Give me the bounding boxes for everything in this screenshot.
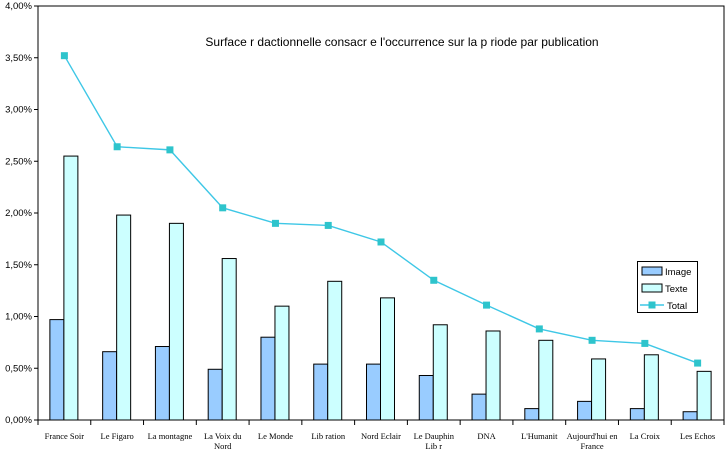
total-marker-8 (483, 301, 491, 309)
total-marker-4 (271, 219, 279, 227)
bar-texte-1 (116, 214, 132, 421)
bar-image-0 (49, 319, 65, 421)
x-category-label: France (581, 441, 604, 451)
y-tick-label: 0,50% (5, 363, 32, 374)
bar-texte-7 (432, 324, 448, 421)
bar-image-5 (313, 363, 329, 421)
x-category-label: Lib ration (311, 431, 346, 441)
y-tick-label: 1,00% (5, 312, 32, 323)
y-tick-label: 2,00% (5, 208, 32, 219)
x-category-label: La montagne (148, 431, 193, 441)
bar-texte-8 (485, 330, 501, 421)
x-category-label: Le Figaro (101, 431, 134, 441)
bar-image-4 (260, 336, 276, 421)
legend-label-total: Total (667, 301, 687, 312)
x-category-label: Les Echos (680, 431, 715, 441)
x-category-label: Nord Eclair (361, 431, 401, 441)
x-category-label: DNA (477, 431, 496, 441)
y-tick-label: 3,50% (5, 53, 32, 64)
total-marker-6 (377, 238, 385, 246)
y-tick-label: 2,50% (5, 156, 32, 167)
bar-image-10 (577, 400, 593, 421)
x-category-label: L'Humanit (521, 431, 558, 441)
legend: Image Texte Total (637, 261, 698, 313)
bar-texte-3 (221, 258, 237, 421)
bar-image-8 (471, 393, 487, 421)
bar-image-7 (418, 374, 434, 421)
legend-label-texte: Texte (665, 284, 688, 295)
bar-image-12 (682, 411, 698, 421)
y-tick-label: 0,00% (5, 415, 32, 426)
bar-image-9 (524, 408, 540, 421)
x-category-label: Nord (214, 441, 232, 451)
total-marker-5 (324, 221, 332, 229)
bar-image-6 (366, 363, 381, 421)
bar-texte-2 (168, 222, 184, 421)
bar-texte-9 (538, 339, 554, 421)
bar-texte-12 (696, 370, 712, 421)
total-marker-1 (113, 143, 121, 151)
chart-title: Surface r dactionnelle consacr e l'occur… (205, 35, 598, 49)
bar-texte-11 (643, 354, 659, 421)
total-marker-0 (60, 52, 68, 60)
total-marker-3 (219, 204, 227, 212)
total-marker-11 (641, 339, 649, 347)
legend-marker-total-icon (648, 301, 656, 309)
legend-swatch-image (641, 266, 663, 276)
total-marker-2 (166, 146, 174, 154)
x-category-label: Lib r (425, 441, 442, 451)
y-tick-label: 4,00% (5, 1, 32, 12)
bar-texte-6 (380, 297, 395, 421)
legend-label-image: Image (665, 267, 691, 278)
y-tick-label: 1,50% (5, 260, 32, 271)
x-category-label: France Soir (45, 431, 85, 441)
y-tick-label: 3,00% (5, 105, 32, 116)
legend-swatch-texte (641, 283, 663, 293)
bar-image-3 (207, 368, 223, 421)
x-category-label: Le Dauphin (414, 431, 455, 441)
x-category-label: La Voix du (204, 431, 242, 441)
x-category-label: Le Monde (258, 431, 293, 441)
bar-texte-5 (327, 280, 343, 421)
total-marker-9 (535, 325, 543, 333)
bar-texte-10 (591, 358, 607, 421)
total-marker-12 (694, 359, 702, 367)
bar-image-11 (629, 408, 645, 421)
plot-series-group: 0,00% 0,50% 1,00% 1,50% 2,00% 2,50% 3,00% 3,50%… (5, 1, 725, 451)
x-category-label: La Croix (630, 431, 661, 441)
bar-image-2 (154, 346, 170, 421)
total-marker-7 (430, 276, 438, 284)
bar-image-1 (102, 351, 118, 421)
x-category-label: Aujourd'hui en (567, 431, 619, 441)
bar-texte-0 (63, 155, 79, 421)
bar-texte-4 (274, 305, 290, 421)
total-marker-10 (588, 336, 596, 344)
